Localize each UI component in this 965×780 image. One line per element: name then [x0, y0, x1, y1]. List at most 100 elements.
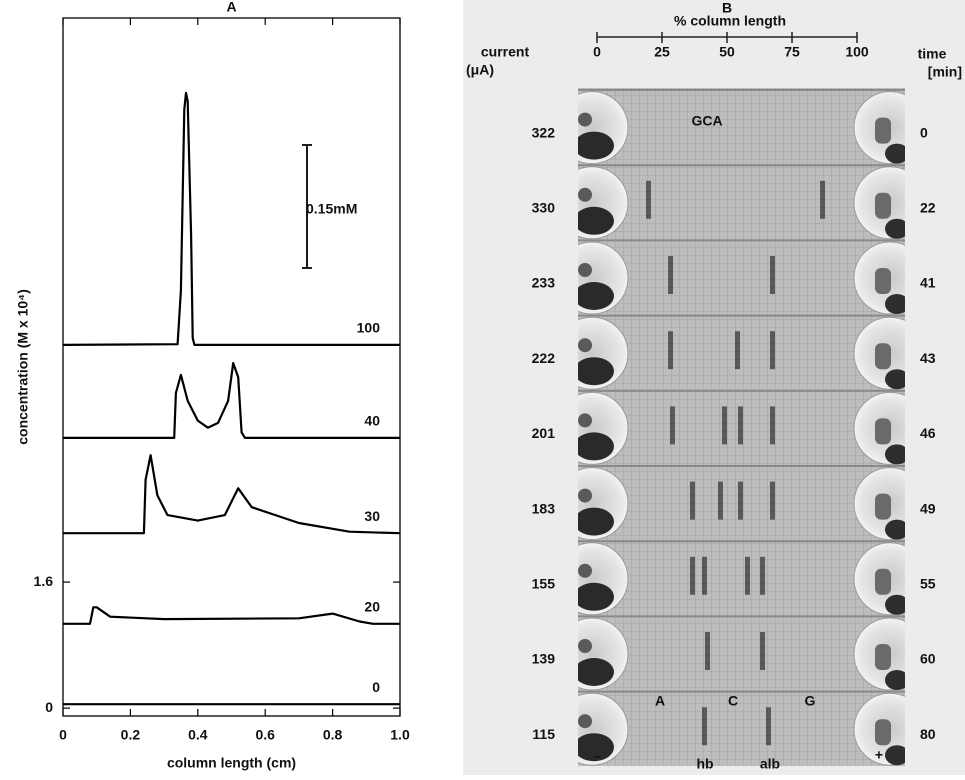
band [738, 406, 743, 445]
right-electrode [875, 493, 891, 520]
left-electrode [578, 206, 614, 235]
time-label: 49 [920, 500, 936, 516]
left-bubble [578, 714, 592, 729]
electrode-label: + [875, 747, 883, 763]
left-bubble [578, 263, 592, 277]
column-header: [min] [928, 64, 962, 80]
right-electrode [875, 268, 891, 294]
left-electrode [578, 131, 614, 160]
left-electrode [578, 507, 614, 536]
left-electrode [578, 658, 614, 686]
right-electrode [875, 719, 891, 746]
x-tick-label: 0.6 [255, 727, 275, 743]
band [770, 256, 775, 294]
scale-title: % column length [674, 13, 786, 29]
trace-label: 100 [357, 320, 381, 336]
left-bubble [578, 112, 592, 127]
column-header: current [481, 44, 530, 60]
time-label: 80 [920, 726, 936, 742]
band [770, 406, 775, 445]
time-label: 0 [920, 124, 928, 140]
band [735, 331, 740, 370]
time-label: 55 [920, 576, 936, 592]
scale-tick-label: 75 [784, 44, 800, 60]
scale-tick-label: 25 [654, 44, 670, 60]
band [760, 632, 765, 670]
current-label: 115 [532, 726, 555, 742]
current-label: 233 [532, 275, 556, 291]
scale-tick-label: 0 [593, 44, 601, 60]
photo [578, 88, 905, 766]
right-electrode [875, 343, 891, 370]
electrode-label: − [593, 749, 601, 765]
current-label: 222 [532, 350, 556, 366]
zone-label: A [655, 693, 665, 709]
right-base [885, 745, 905, 766]
x-axis-label: column length (cm) [167, 755, 296, 771]
right-base [885, 218, 905, 239]
current-label: 155 [532, 576, 556, 592]
band-label: hb [696, 756, 713, 772]
right-base [885, 594, 905, 615]
time-label: 60 [920, 651, 936, 667]
column-header: (μA) [466, 62, 494, 78]
chart-title: A [226, 0, 236, 15]
x-tick-label: 0 [59, 727, 67, 743]
band [738, 481, 743, 520]
zone-label: C [728, 693, 738, 709]
left-bubble [578, 639, 592, 653]
band-label: alb [760, 756, 780, 772]
plot-frame [62, 17, 401, 717]
band [670, 406, 675, 445]
time-label: 22 [920, 200, 936, 216]
x-tick-label: 0.8 [323, 727, 343, 743]
left-bubble [578, 563, 592, 578]
band [722, 406, 727, 445]
left-electrode [578, 282, 614, 310]
scale-tick-label: 50 [719, 44, 735, 60]
right-base [885, 670, 905, 690]
band [766, 707, 771, 746]
band [760, 556, 765, 595]
right-electrode [875, 568, 891, 595]
band [702, 556, 707, 595]
band [770, 331, 775, 370]
panel-title: B [722, 0, 732, 16]
photo-label: GCA [691, 113, 722, 129]
y-axis-label: concentration (M x 10⁴) [15, 289, 31, 445]
right-electrode [875, 192, 891, 219]
scale-tick-label: 100 [845, 44, 869, 60]
current-label: 322 [532, 124, 556, 140]
right-base [885, 444, 905, 465]
time-label: 41 [920, 275, 936, 291]
band [668, 256, 673, 294]
time-label: 43 [920, 350, 936, 366]
x-tick-label: 1.0 [390, 727, 410, 743]
band [820, 180, 825, 219]
left-electrode [578, 582, 614, 611]
trace-line [63, 606, 400, 625]
band [718, 481, 723, 520]
time-label: 46 [920, 425, 936, 441]
right-electrode [875, 418, 891, 445]
left-bubble [578, 413, 592, 428]
right-base [885, 143, 905, 164]
left-bubble [578, 187, 592, 202]
current-label: 201 [532, 425, 556, 441]
trace-label: 20 [364, 599, 380, 615]
band [646, 180, 651, 219]
zone-label: G [805, 693, 816, 709]
right-base [885, 294, 905, 314]
current-label: 139 [532, 651, 556, 667]
band [668, 331, 673, 370]
band [770, 481, 775, 520]
trace-label: 0 [372, 679, 380, 695]
panel-b: B% column length 0 25 50 75 100 current (μA) tim… [466, 0, 962, 772]
band [690, 556, 695, 595]
y-tick-label: 1.6 [34, 573, 54, 589]
trace-line [63, 362, 400, 439]
band [702, 707, 707, 746]
y-tick-label: 0 [45, 699, 53, 715]
current-label: 330 [532, 200, 556, 216]
